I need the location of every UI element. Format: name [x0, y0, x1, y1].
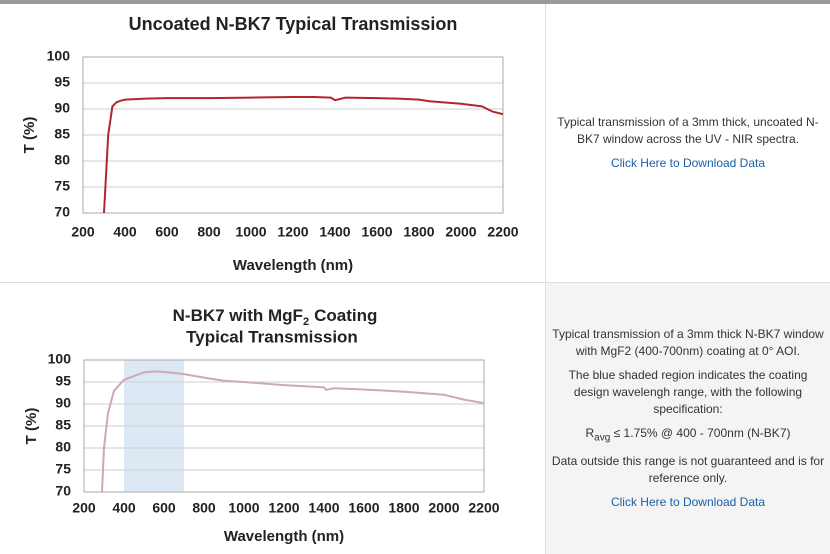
plot-border — [83, 359, 485, 493]
description-panel: Typical transmission of a 3mm thick, unc… — [545, 4, 830, 282]
download-link[interactable]: Click Here to Download Data — [610, 156, 766, 170]
chart: Uncoated N-BK7 Typical Transmission 70 75… — [21, 14, 519, 274]
y-axis-label: T (%) — [21, 117, 38, 154]
x-tick-label: 1800 — [403, 224, 434, 240]
x-tick-label: 800 — [197, 224, 221, 240]
y-tick-label: 75 — [55, 461, 71, 477]
data-line — [101, 370, 484, 492]
x-tick-label: 600 — [155, 224, 179, 240]
x-tick-label: 400 — [112, 500, 136, 516]
y-tick-label: 70 — [54, 204, 70, 220]
y-tick-label: 90 — [54, 100, 70, 116]
y-axis-label: T (%) — [23, 408, 40, 445]
spec-symbol: R — [585, 425, 595, 440]
x-tick-label: 1600 — [361, 224, 392, 240]
x-tick-label: 600 — [152, 500, 176, 516]
specification: Ravg ≤ 1.75% @ 400 - 700nm (N-BK7) — [586, 425, 791, 446]
x-tick-label: 2200 — [487, 224, 518, 240]
x-tick-label: 200 — [71, 224, 95, 240]
y-tick-label: 80 — [55, 439, 71, 455]
chart-title: Typical Transmission — [186, 327, 358, 346]
title-text: N-BK7 with MgF — [173, 306, 303, 325]
description: The blue shaded region indicates the coa… — [568, 367, 808, 416]
x-tick-label: 1600 — [348, 500, 379, 516]
y-tick-label: 100 — [47, 48, 71, 64]
y-tick-label: 85 — [55, 417, 71, 433]
x-tick-label: 1400 — [319, 224, 350, 240]
x-tick-label: 2200 — [468, 500, 499, 516]
x-tick-label: 1000 — [228, 500, 259, 516]
x-tick-label: 400 — [113, 224, 137, 240]
x-tick-label: 2000 — [445, 224, 476, 240]
y-tick-label: 90 — [55, 395, 71, 411]
title-subscript: 2 — [303, 316, 309, 328]
download-link[interactable]: Click Here to Download Data — [610, 495, 766, 510]
description-panel: Typical transmission of a 3mm thick N-BK… — [545, 282, 830, 554]
description: Typical transmission of a 3mm thick, unc… — [557, 115, 819, 146]
x-tick-label: 1400 — [308, 500, 339, 516]
description: Typical transmission of a 3mm thick N-BK… — [552, 326, 824, 358]
x-tick-label: 1800 — [388, 500, 419, 516]
y-tick-label: 70 — [55, 483, 71, 499]
y-tick-label: 95 — [55, 373, 71, 389]
x-tick-label: 1000 — [235, 224, 266, 240]
chart: N-BK7 with MgF2 Coating Typical Transmiss… — [0, 282, 545, 545]
chart-title: N-BK7 with MgF2 Coating — [173, 306, 378, 327]
x-tick-label: 200 — [72, 500, 96, 516]
spec-subscript: avg — [594, 432, 611, 444]
y-tick-label: 95 — [54, 74, 70, 90]
data-line — [103, 96, 503, 213]
y-tick-label: 100 — [48, 351, 72, 367]
x-tick-label: 1200 — [277, 224, 308, 240]
x-tick-label: 2000 — [428, 500, 459, 516]
title-text: Coating — [314, 306, 377, 325]
y-tick-label: 85 — [54, 126, 70, 142]
spec-text: ≤ 1.75% @ 400 - 700nm (N-BK7) — [613, 425, 791, 440]
y-tick-label: 80 — [54, 152, 70, 168]
description: Data outside this range is not guarantee… — [551, 454, 825, 486]
y-tick-label: 75 — [54, 178, 70, 194]
x-axis-label: Wavelength (nm) — [233, 257, 353, 274]
plot-border — [82, 56, 504, 214]
x-tick-label: 1200 — [268, 500, 299, 516]
x-axis-label: Wavelength (nm) — [224, 528, 344, 545]
x-tick-label: 800 — [192, 500, 216, 516]
chart-title: Uncoated N-BK7 Typical Transmission — [129, 14, 458, 34]
